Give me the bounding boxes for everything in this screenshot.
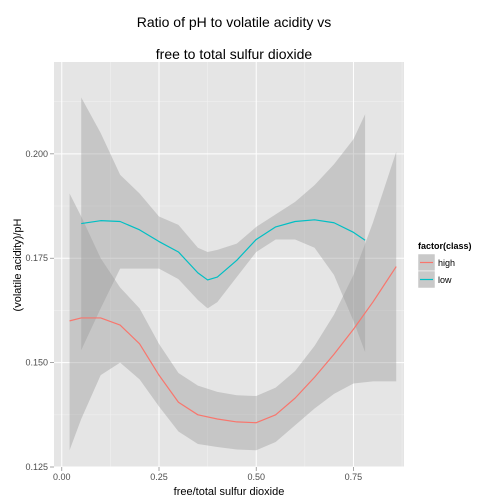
legend-title: factor(class): [418, 241, 472, 251]
confidence-band-high: [69, 151, 397, 451]
x-axis: 0.00 0.25 0.50 0.75: [53, 467, 362, 482]
chart-title-line-2: free to total sulfur dioxide: [156, 46, 313, 62]
legend-label-high: high: [438, 258, 455, 268]
x-tick-label: 0.25: [150, 472, 168, 482]
series-line-low: [81, 219, 366, 281]
y-axis-title: (volatile acidity)/pH: [12, 218, 24, 311]
series-line-high: [69, 266, 397, 424]
y-tick-label: 0.125: [25, 462, 48, 472]
major-grid: [54, 62, 404, 468]
plot-panel: [54, 62, 404, 467]
series-lines: [69, 219, 397, 424]
y-tick-label: 0.150: [25, 358, 48, 368]
x-tick-label: 0.50: [247, 472, 265, 482]
legend-label-low: low: [438, 275, 452, 285]
chart-title-line-1: Ratio of pH to volatile acidity vs: [137, 14, 332, 30]
x-tick-label: 0.00: [53, 472, 71, 482]
confidence-band-low: [81, 97, 366, 353]
minor-grid: [54, 62, 404, 467]
x-tick-label: 0.75: [345, 472, 363, 482]
legend: factor(class) high low: [417, 241, 472, 289]
y-tick-label: 0.175: [25, 253, 48, 263]
x-axis-title: free/total sulfur dioxide: [174, 486, 285, 498]
confidence-bands: [69, 97, 397, 451]
y-tick-label: 0.200: [25, 149, 48, 159]
y-axis: 0.125 0.150 0.175 0.200: [25, 149, 54, 472]
